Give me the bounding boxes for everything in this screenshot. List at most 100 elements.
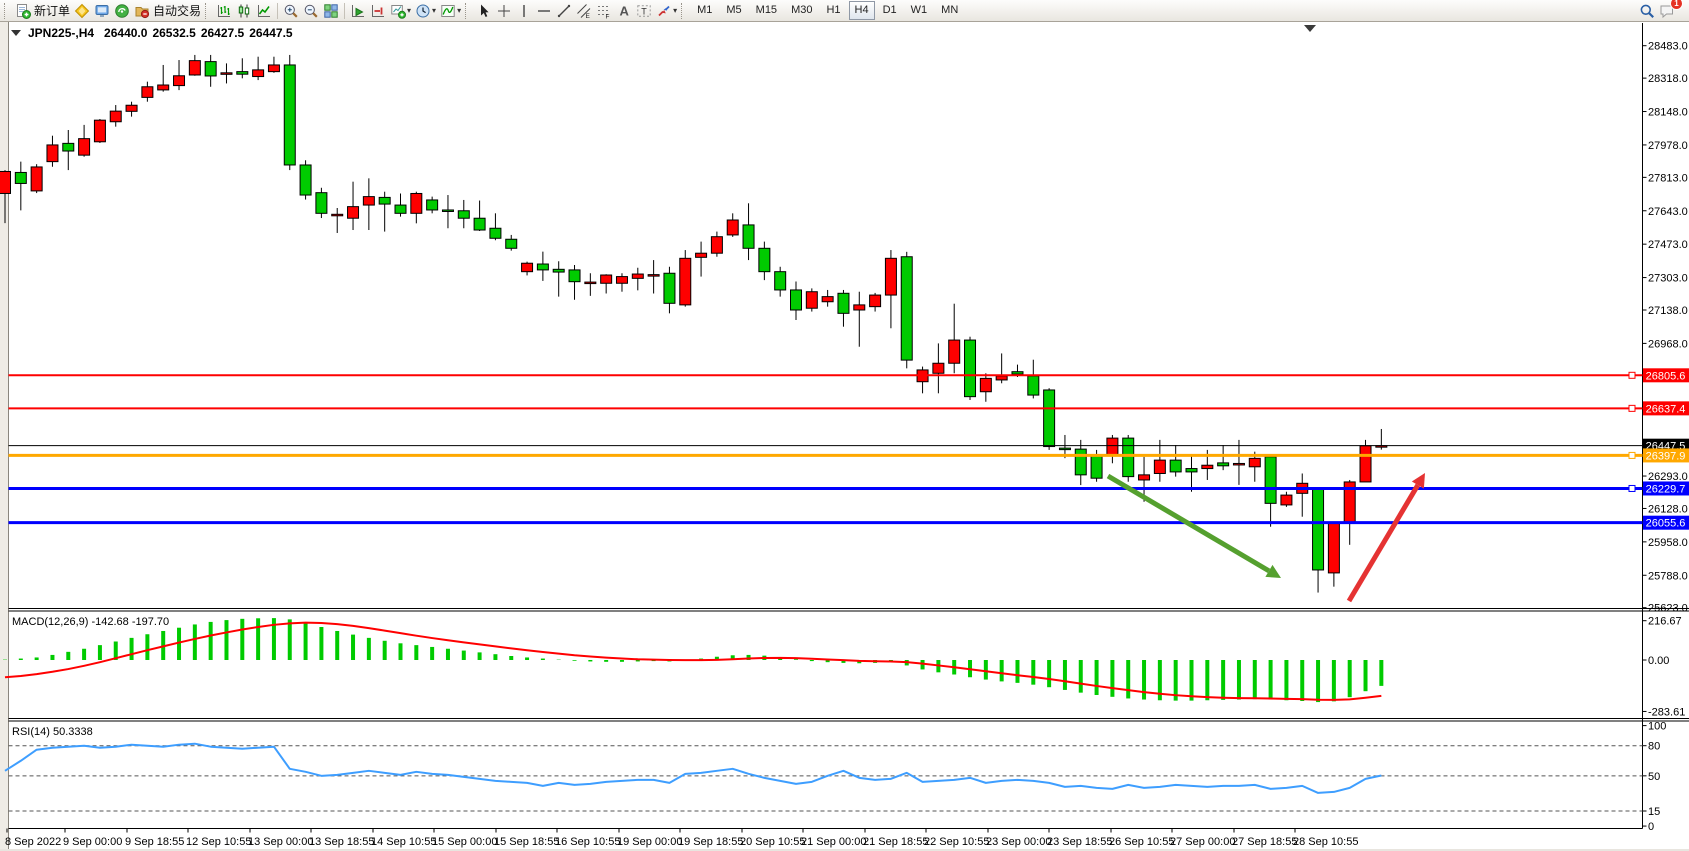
price-chart-canvas[interactable]: MACD(12,26,9) -142.68 -197.70 216.67 0.00 -… (0, 22, 1689, 851)
bullish-candle (30, 166, 43, 192)
level-line-handle[interactable] (1628, 451, 1636, 459)
crosshair-button[interactable] (494, 1, 514, 21)
green-down-arrow-head-icon[interactable] (1265, 564, 1281, 578)
tile-windows-button[interactable] (321, 1, 341, 21)
candlestick-chart-button[interactable] (234, 1, 254, 21)
bearish-candle (1264, 456, 1277, 504)
bullish-candle (584, 281, 597, 285)
toolbar-grip[interactable] (465, 2, 470, 19)
level-line-handle[interactable] (1628, 484, 1636, 492)
macd-indicator-label: MACD(12,26,9) -142.68 -197.70 (12, 616, 169, 628)
bullish-candle (1138, 474, 1151, 481)
bearish-candle (283, 64, 296, 166)
timeframe-m5-button[interactable]: M5 (726, 4, 742, 16)
toolbar-grip[interactable] (4, 2, 9, 19)
text-button[interactable]: A (614, 1, 634, 21)
time-axis-label: 12 Sep 10:55 (186, 836, 251, 848)
search-button[interactable] (1637, 1, 1657, 21)
new-order-button[interactable]: 新订单 (13, 1, 72, 21)
bullish-candle (173, 75, 186, 87)
timeframe-h4-button[interactable]: H4 (848, 1, 875, 20)
time-axis-label: 15 Sep 00:00 (432, 836, 497, 848)
bearish-candle (1169, 459, 1182, 473)
bullish-candle (1153, 459, 1166, 474)
equidistant-channel-icon: E (577, 3, 591, 19)
price-level-tag (1643, 481, 1689, 496)
timeframe-mn-button[interactable]: MN (941, 4, 959, 16)
search-icon (1640, 4, 1654, 18)
line-chart-button[interactable] (254, 1, 274, 21)
text-label-button[interactable]: T (634, 1, 654, 21)
zoom-out-button[interactable] (301, 1, 321, 21)
red-up-arrow-head-icon[interactable] (1411, 473, 1425, 489)
bullish-candle (1106, 437, 1119, 456)
rsi-axis-label: 50 (1648, 771, 1660, 783)
profiles-button[interactable]: ▾ (413, 1, 438, 21)
bearish-candle (394, 204, 407, 214)
trendline-button[interactable] (554, 1, 574, 21)
time-axis-label: 15 Sep 18:55 (494, 836, 559, 848)
bullish-candle (1201, 464, 1214, 470)
timeframe-w1-button[interactable]: W1 (910, 4, 928, 16)
bullish-candle (362, 196, 375, 206)
vertical-line-button[interactable] (514, 1, 534, 21)
cursor-button[interactable] (474, 1, 494, 21)
market-button[interactable] (112, 1, 132, 21)
bullish-candle (1280, 494, 1293, 506)
toolbar-grip[interactable] (681, 2, 686, 19)
level-line-handle[interactable] (1628, 404, 1636, 412)
price-axis-label: 27978.0 (1648, 140, 1688, 152)
price-level-tag (1643, 401, 1689, 416)
bullish-candle (331, 213, 344, 217)
chat-button[interactable]: 1 (1657, 0, 1683, 21)
green-down-arrow[interactable] (1106, 473, 1271, 574)
bullish-candle (726, 219, 739, 236)
bar-chart-icon (218, 4, 231, 17)
fibonacci-button[interactable]: F (594, 1, 614, 21)
horizontal-line-button[interactable] (534, 1, 554, 21)
bullish-candle (93, 119, 106, 143)
dropdown-caret-icon[interactable]: ▾ (457, 6, 462, 15)
bearish-candle (536, 263, 549, 271)
level-line-handle[interactable] (1628, 371, 1636, 379)
time-axis-label: 9 Sep 18:55 (125, 836, 184, 848)
equidistant-channel-button[interactable]: E (574, 1, 594, 21)
timeframe-m30-button[interactable]: M30 (791, 4, 813, 16)
chart-shift-marker-icon[interactable] (1304, 25, 1316, 32)
zoom-in-button[interactable] (281, 1, 301, 21)
timeframe-m15-button[interactable]: M15 (755, 4, 778, 16)
toolbar-grip[interactable] (205, 2, 210, 19)
bearish-candle (457, 210, 470, 219)
price-axis-label: 28148.0 (1648, 107, 1688, 119)
bearish-candle (1312, 487, 1325, 571)
time-axis-label: 23 Sep 18:55 (1047, 836, 1112, 848)
time-axis-label: 9 Sep 00:00 (63, 836, 122, 848)
timeframe-h1-button[interactable]: H1 (826, 4, 841, 16)
chart-shift-icon (372, 4, 385, 17)
line-chart-icon (258, 4, 271, 17)
bullish-candle (347, 206, 360, 219)
one-click-trading-toggle-icon[interactable] (11, 30, 21, 36)
timeframe-d1-button[interactable]: D1 (882, 4, 897, 16)
metaeditor-button[interactable] (72, 1, 92, 21)
arrows-tool-button[interactable]: ▾ (654, 1, 679, 21)
time-axis-label: 19 Sep 00:00 (617, 836, 682, 848)
time-axis-label: 19 Sep 18:55 (678, 836, 743, 848)
chart-shift-button[interactable] (368, 1, 388, 21)
red-up-arrow[interactable] (1346, 483, 1421, 603)
dropdown-caret-icon[interactable]: ▾ (432, 6, 437, 15)
autotrading-button[interactable]: 自动交易 (132, 1, 203, 21)
new-chart-button[interactable]: ▾ (388, 1, 413, 21)
auto-scroll-button[interactable] (348, 1, 368, 21)
terminal-button[interactable] (92, 1, 112, 21)
bar-chart-button[interactable] (214, 1, 234, 21)
timeframe-m1-button[interactable]: M1 (697, 4, 713, 16)
dropdown-caret-icon[interactable]: ▾ (673, 6, 678, 15)
indicators-button[interactable]: ▾ (438, 1, 463, 21)
new-order-button-label: 新订单 (34, 4, 71, 18)
bearish-candle (758, 247, 771, 273)
rsi-axis-label: 15 (1648, 806, 1660, 818)
price-axis-label: 27643.0 (1648, 206, 1688, 218)
price-level-tag-label: 26397.9 (1646, 450, 1686, 462)
dropdown-caret-icon[interactable]: ▾ (407, 6, 412, 15)
